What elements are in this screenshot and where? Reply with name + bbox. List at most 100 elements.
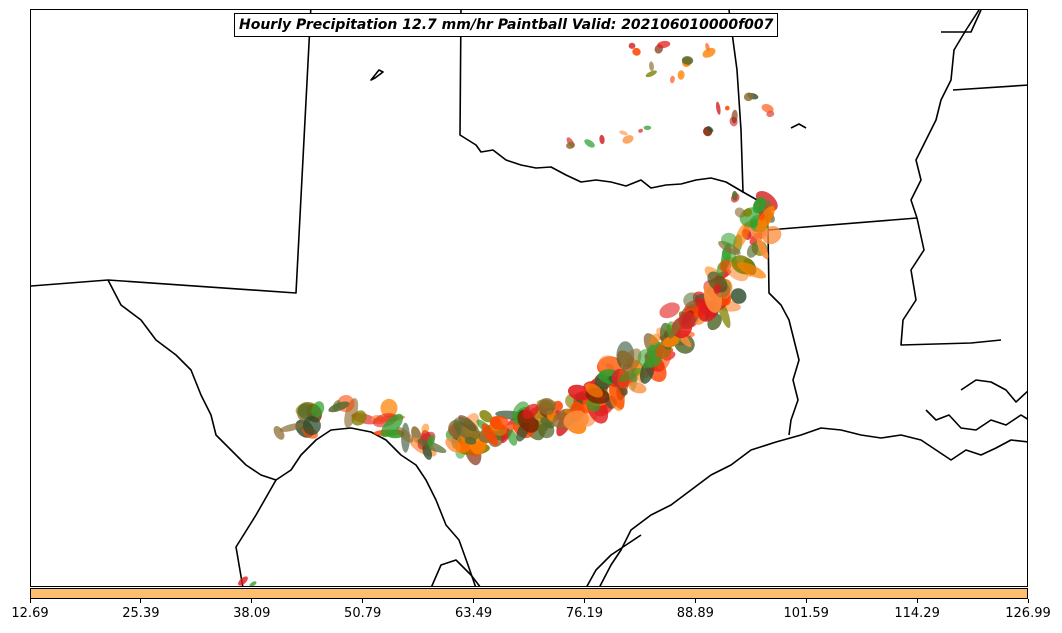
paintball-cell bbox=[644, 355, 662, 368]
paintball-cell bbox=[724, 105, 730, 111]
paintball-cell bbox=[421, 423, 430, 434]
paintball-cell bbox=[628, 42, 636, 49]
map-panel bbox=[30, 9, 1028, 587]
paintball-cell bbox=[522, 403, 539, 419]
colorbar-tick-mark bbox=[805, 599, 807, 603]
paintball-cell bbox=[619, 130, 628, 136]
colorbar-tick-mark bbox=[583, 599, 585, 603]
colorbar-tick-label: 25.39 bbox=[122, 606, 160, 621]
mexico-gulf bbox=[430, 559, 481, 586]
paintball-cell bbox=[297, 403, 314, 420]
border-ar-la bbox=[767, 217, 918, 231]
paintball-cell bbox=[427, 434, 435, 447]
colorbar-tick-mark bbox=[1027, 599, 1029, 603]
paintball-cell bbox=[649, 61, 654, 72]
paintball-cell bbox=[380, 413, 404, 438]
paintball-cell bbox=[563, 410, 589, 431]
paintball-cell bbox=[344, 398, 359, 428]
map-title: Hourly Precipitation 12.7 mm/hr Paintbal… bbox=[234, 13, 779, 37]
colorbar-tick-label: 12.69 bbox=[11, 606, 49, 621]
paintball-cell bbox=[743, 92, 754, 102]
paintball-cell bbox=[567, 384, 591, 401]
paintball-cell bbox=[249, 581, 257, 586]
paintball-cell bbox=[707, 271, 728, 293]
paintball-cell bbox=[507, 429, 518, 446]
colorbar-tick-mark bbox=[140, 599, 142, 603]
paintball-cell bbox=[632, 47, 641, 56]
paintball-cell bbox=[479, 410, 493, 423]
ar-river bbox=[790, 123, 807, 129]
colorbar-tick-label: 50.79 bbox=[344, 606, 382, 621]
colorbar-tick-mark bbox=[362, 599, 364, 603]
paintball-cell bbox=[328, 401, 350, 413]
colorbar-tick-mark bbox=[251, 599, 253, 603]
paintball-cell bbox=[761, 104, 774, 113]
colorbar-tick-label: 76.19 bbox=[565, 606, 604, 621]
paintball-cell bbox=[396, 427, 414, 443]
paintball-cell bbox=[734, 207, 746, 218]
colorbar-tick-label: 63.49 bbox=[454, 606, 493, 621]
paintball-cell bbox=[762, 226, 782, 245]
colorbar-tick-label: 126.99 bbox=[1005, 606, 1051, 621]
paintball-cell bbox=[380, 398, 398, 418]
paintball-cell bbox=[302, 416, 321, 436]
precipitation-paintballs bbox=[238, 40, 782, 586]
paintball-cell bbox=[659, 302, 680, 319]
paintball-cell bbox=[730, 288, 747, 304]
paintball-cell bbox=[681, 56, 694, 65]
border-mex bbox=[235, 479, 277, 586]
border-nm-tx bbox=[107, 10, 312, 294]
louisiana-marsh bbox=[925, 409, 1027, 431]
paintball-cell bbox=[719, 259, 732, 273]
paintball-cell bbox=[649, 333, 661, 346]
border-tx-rio bbox=[107, 279, 477, 586]
paintball-cell bbox=[683, 292, 700, 309]
paintball-cell bbox=[311, 401, 325, 418]
paintball-cell bbox=[622, 135, 634, 144]
paintball-cell bbox=[609, 383, 625, 410]
ne-small-shape bbox=[370, 69, 384, 81]
paintball-cell bbox=[279, 422, 304, 432]
paintball-cell bbox=[702, 47, 716, 58]
paintball-cell bbox=[731, 109, 738, 124]
paintball-cell bbox=[643, 125, 652, 130]
state-boundaries bbox=[31, 10, 1027, 586]
paintball-cell bbox=[645, 70, 657, 78]
border-mo-ar bbox=[952, 84, 1027, 91]
paintball-cell bbox=[752, 196, 766, 214]
paintball-cell bbox=[743, 208, 753, 217]
border-ok-north bbox=[459, 10, 744, 193]
louisiana-coast bbox=[960, 379, 1027, 403]
colorbar-tick-label: 114.29 bbox=[894, 606, 940, 621]
paintball-cell bbox=[538, 422, 555, 439]
paintball-cell bbox=[721, 232, 737, 247]
paintball-cell bbox=[750, 220, 758, 229]
paintball-cell bbox=[453, 417, 481, 441]
paintball-cell bbox=[713, 283, 722, 295]
colorbar-tick-mark bbox=[694, 599, 696, 603]
paintball-cell bbox=[628, 381, 647, 394]
paintball-cell bbox=[755, 205, 775, 233]
border-tn bbox=[941, 10, 982, 33]
paintball-cell bbox=[566, 141, 575, 149]
paintball-cell bbox=[677, 70, 685, 80]
paintball-cell bbox=[538, 397, 556, 416]
paintball-cell bbox=[585, 383, 603, 398]
border-ar-ms bbox=[910, 10, 980, 219]
colorbar-tick-label: 101.59 bbox=[783, 606, 829, 621]
paintball-cell bbox=[599, 134, 605, 145]
paintball-cell bbox=[758, 212, 765, 221]
border-nm-west bbox=[31, 279, 109, 287]
paintball-cell bbox=[734, 222, 750, 249]
barrier-island bbox=[586, 534, 642, 586]
paintball-cell bbox=[657, 40, 671, 49]
colorbar-tick-label: 88.89 bbox=[676, 606, 714, 621]
paintball-cell bbox=[756, 237, 769, 260]
paintball-cell bbox=[621, 348, 642, 375]
colorbar-tick-mark bbox=[916, 599, 918, 603]
paintball-cell bbox=[669, 75, 675, 84]
paintball-cell bbox=[638, 128, 644, 133]
colorbar-tick-mark bbox=[29, 599, 31, 603]
paintball-cell bbox=[715, 101, 721, 115]
coastline bbox=[599, 427, 1027, 586]
